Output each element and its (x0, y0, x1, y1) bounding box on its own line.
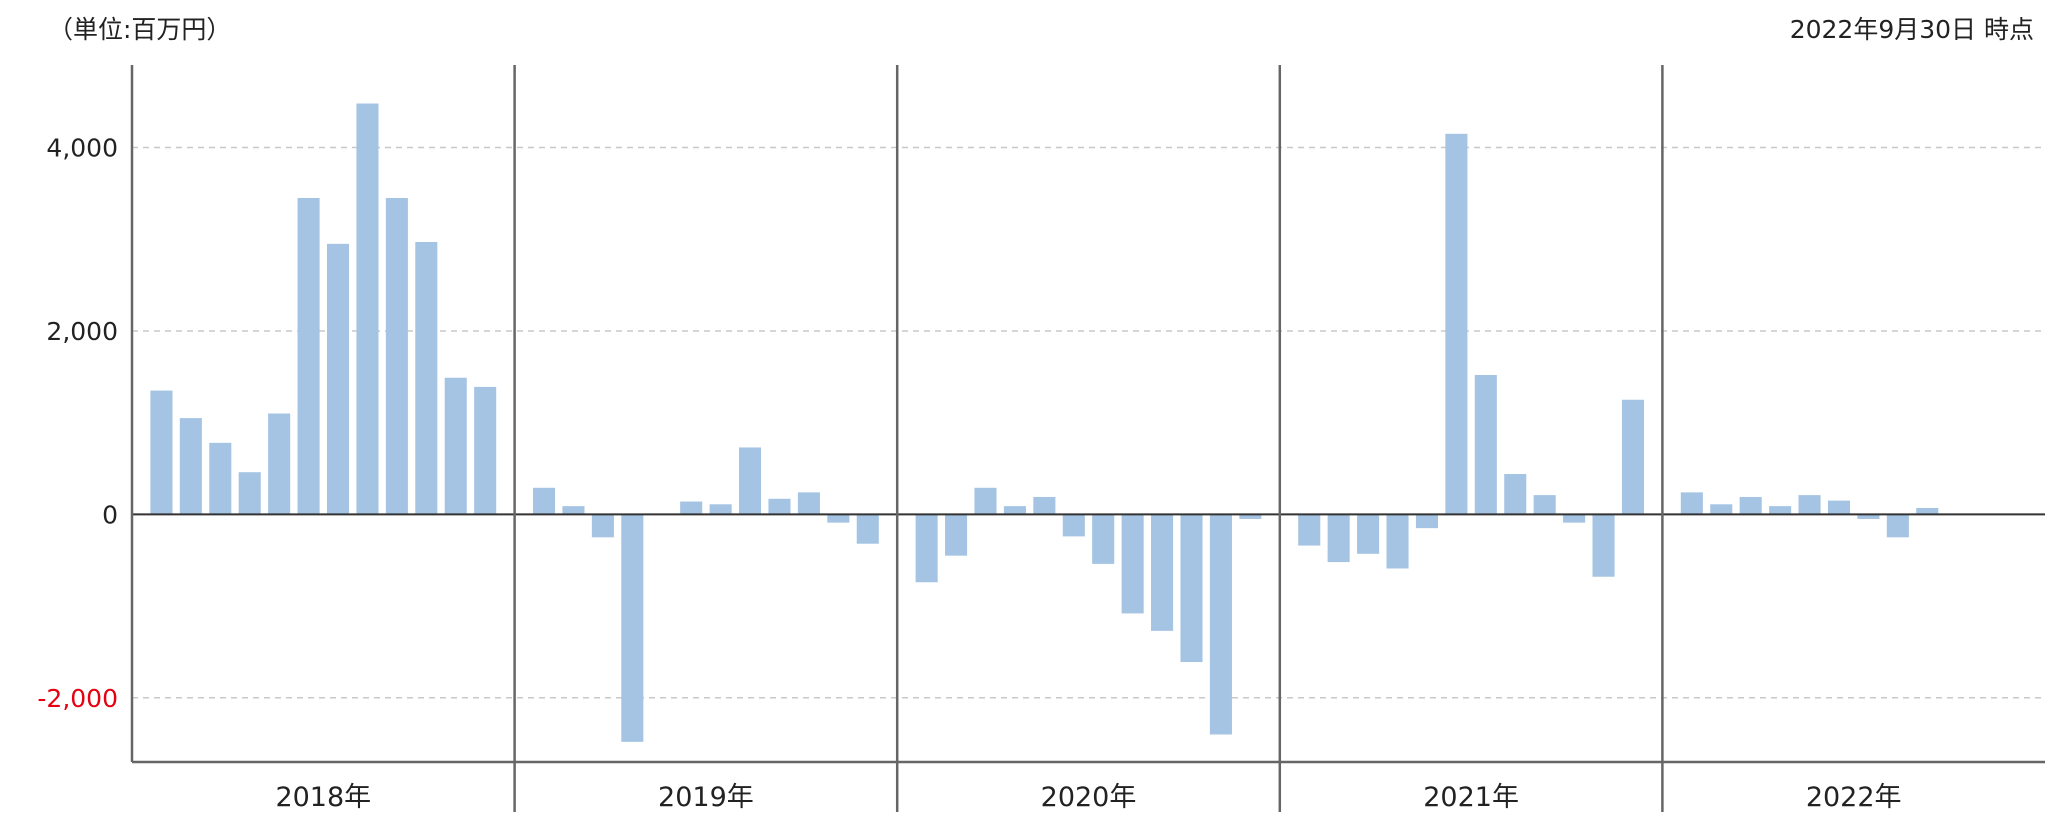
bar (209, 442, 232, 515)
bar (1092, 514, 1115, 564)
bar (856, 514, 879, 544)
bar (591, 514, 614, 538)
bar (1062, 514, 1085, 537)
bar (827, 514, 850, 523)
year-label: 2019年 (658, 782, 754, 813)
bar (1415, 514, 1438, 529)
bar (238, 472, 261, 515)
bar (1798, 495, 1821, 515)
bar (1357, 514, 1380, 554)
bar (532, 487, 556, 515)
bar (385, 197, 408, 515)
bar (1592, 514, 1615, 577)
bar (974, 487, 997, 515)
y-tick-label: 2,000 (46, 317, 118, 346)
bar (1239, 514, 1262, 519)
year-label: 2021年 (1423, 782, 1519, 813)
bar (797, 492, 820, 515)
year-label: 2022年 (1806, 782, 1902, 813)
bar (415, 242, 438, 515)
bar (474, 386, 497, 515)
bar (1533, 495, 1556, 515)
bar (739, 447, 762, 515)
bar (1710, 504, 1733, 515)
year-label: 2020年 (1041, 782, 1137, 813)
bar (1327, 514, 1350, 563)
bar (297, 197, 320, 515)
y-tick-label: 0 (102, 500, 118, 529)
bar (621, 514, 644, 742)
bar (1209, 514, 1232, 735)
bar (680, 501, 703, 515)
y-tick-label: -2,000 (37, 684, 118, 713)
bar (1474, 374, 1497, 515)
bar (1621, 399, 1645, 515)
bar (1563, 514, 1586, 523)
y-tick-label: 4,000 (46, 134, 118, 163)
bar (1121, 514, 1144, 614)
bar (356, 103, 379, 515)
bar (179, 418, 202, 515)
bar (1739, 496, 1762, 515)
bar (1886, 514, 1909, 538)
bar (1386, 514, 1409, 569)
bar (1857, 514, 1880, 519)
bar (1769, 506, 1792, 515)
bar (768, 498, 791, 515)
bar (1003, 506, 1026, 515)
unit-label: （単位:百万円） (48, 15, 232, 44)
bar (1151, 514, 1174, 631)
as-of-date: 2022年9月30日 時点 (1789, 15, 2034, 44)
bar (150, 390, 173, 515)
bar (1504, 474, 1527, 515)
bar (945, 514, 968, 556)
bar (1445, 133, 1468, 515)
bar (268, 413, 291, 515)
bar (1033, 496, 1056, 515)
bar (915, 514, 938, 583)
year-label: 2018年 (275, 782, 371, 813)
bar (444, 377, 467, 515)
bar (1916, 507, 1939, 515)
bar (1180, 514, 1203, 663)
bar (1298, 514, 1321, 546)
bar (1680, 492, 1703, 515)
bar (709, 504, 732, 515)
bar (1827, 500, 1851, 515)
bar (326, 243, 350, 515)
bar (562, 506, 585, 515)
